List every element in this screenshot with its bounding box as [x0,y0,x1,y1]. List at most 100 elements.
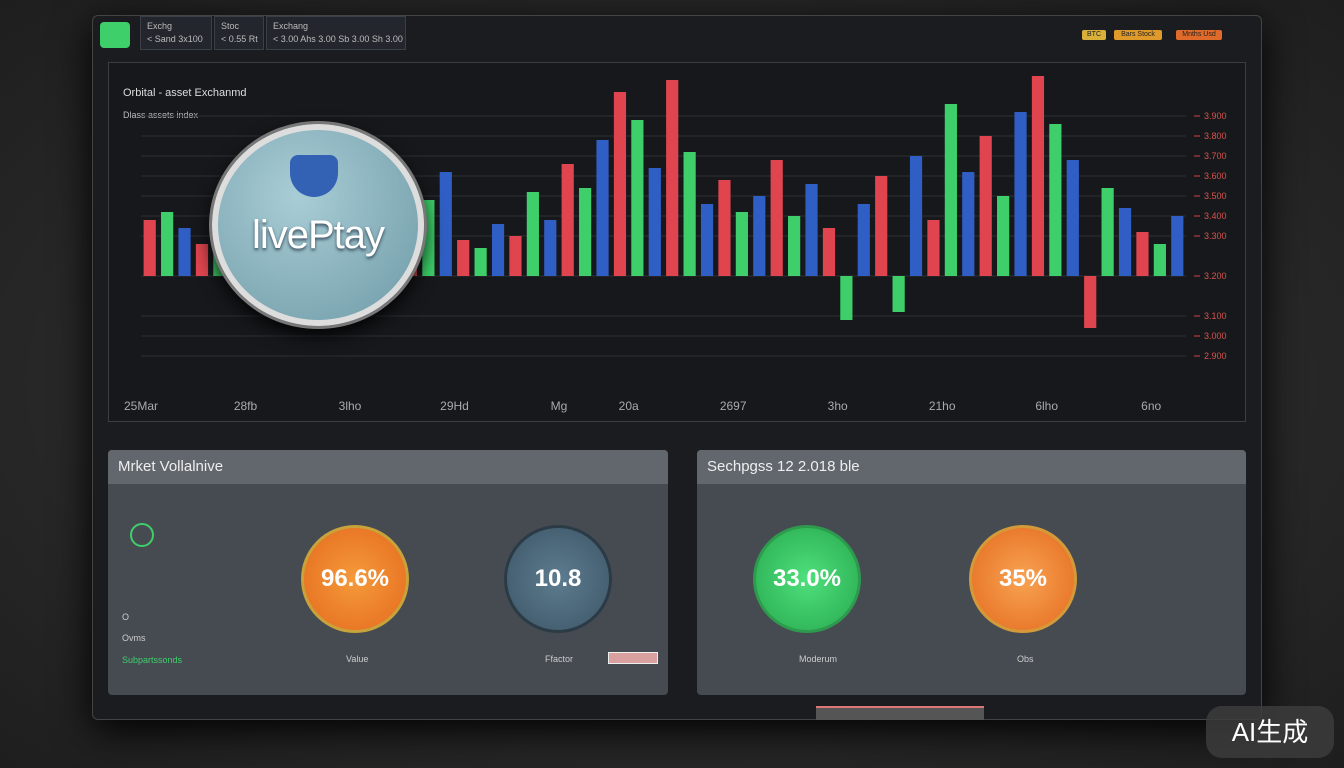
x-tick-label: 28fb [234,399,258,413]
watermark: AI生成 [1206,706,1334,758]
x-tick-label: 6lho [1035,399,1058,413]
y-tick-label: 3.900 [1204,111,1227,121]
y-tick-label: 3.600 [1204,171,1227,181]
bar [1118,208,1132,276]
bar [439,172,452,276]
pill[interactable]: Bars Stock [1114,30,1162,40]
shield-icon [290,155,338,197]
bar [457,240,470,276]
bar [700,204,714,276]
bar [648,168,661,276]
y-tick-label: 3.100 [1204,311,1227,321]
legend-item: Ovms [122,633,146,643]
bar [927,220,940,276]
bar [979,136,992,276]
gauge-label: Obs [1017,654,1034,664]
pill[interactable]: Mnths Usd [1176,30,1222,40]
y-tick-label: 3.700 [1204,151,1227,161]
tab[interactable]: Exchg < Sand 3x100 [140,16,212,50]
x-tick-label: 20a [619,399,639,413]
bar [161,212,174,276]
bar [666,80,679,276]
gauge: 35% [969,525,1077,633]
x-tick-label: 29Hd [440,399,469,413]
bar [631,120,644,276]
bar [840,276,853,320]
bar [892,276,905,312]
bar [178,228,191,276]
tab[interactable]: Exchang < 3.00 Ahs 3.00 Sb 3.00 Sh 3.00 [266,16,406,50]
bar [474,248,487,276]
bar [997,196,1010,276]
y-tick-label: 3.500 [1204,191,1227,201]
bar [683,152,696,276]
legend-item: O [122,612,130,622]
bar [1101,188,1114,276]
gauge-label: Moderum [799,654,838,664]
gauge-label: Value [346,654,369,664]
bar [1084,276,1097,328]
gauge: 33.0% [753,525,861,633]
bar [544,220,557,276]
gauge: 96.6% [301,525,409,633]
bar [805,184,818,276]
tab[interactable]: Stoc < 0.55 Rt [214,16,264,50]
bar [788,216,801,276]
bar [962,172,975,276]
bar [491,224,505,276]
gauge: 10.8 [504,525,612,633]
chart-box: Orbital - asset Exchanmd Dlass assets in… [108,62,1246,422]
y-tick-label: 3.400 [1204,211,1227,221]
bar [526,192,539,276]
y-tick-label: 3.200 [1204,271,1227,281]
bar [770,160,783,276]
bar [596,140,609,276]
badge-label: livePtay [251,212,385,257]
bar [579,188,592,276]
bar [753,196,766,276]
bar [509,236,522,276]
panel-title: Sechpgss 12 2.018 ble [697,450,1246,484]
bar [143,220,156,276]
bar [1066,160,1079,276]
bar [422,200,435,276]
y-tick-label: 2.900 [1204,351,1227,361]
bar [1171,216,1184,276]
bar [1136,232,1149,276]
bar [822,228,836,276]
x-tick-label: 3lho [339,399,362,413]
bar [875,176,888,276]
x-tick-label: 21ho [929,399,956,413]
y-tick-label: 3.300 [1204,231,1227,241]
panel: Sechpgss 12 2.018 ble 33.0% 35% Moderum … [697,450,1246,695]
x-tick-label: 2697 [720,399,747,413]
bar [561,164,574,276]
chart-title: Orbital - asset Exchanmd [123,87,247,99]
bar [735,212,748,276]
chart-subtitle: Dlass assets index [123,110,199,120]
panel-title: Mrket Vollalnive [108,450,668,484]
bar [1153,244,1166,276]
mini-bar [608,652,658,664]
legend-item: Subpartssonds [122,655,183,665]
y-tick-label: 3.800 [1204,131,1227,141]
bar [1014,112,1027,276]
panel: Mrket Vollalnive 96.6% 10.8 Value Ffacto… [108,450,668,695]
gauge-label: Ffactor [545,654,574,664]
bar [1031,76,1045,276]
bar [857,204,870,276]
x-tick-label: 3ho [828,399,848,413]
x-tick-label: 25Mar [124,399,158,413]
bar [195,244,209,276]
pill[interactable]: BTC [1082,30,1106,40]
x-tick-label: Mg [551,399,568,413]
bar [1049,124,1062,276]
bar [718,180,731,276]
y-tick-label: 3.000 [1204,331,1227,341]
logo-button[interactable] [100,22,130,48]
bar [613,92,627,276]
scroll-handle[interactable] [816,706,984,720]
bar [909,156,923,276]
status-icon [130,523,154,547]
